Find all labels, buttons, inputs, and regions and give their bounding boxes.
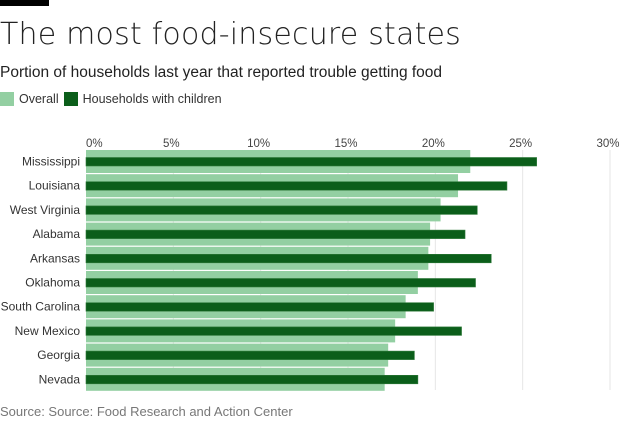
x-tick-label: 15% (334, 138, 357, 150)
bar-households-with-children (85, 205, 478, 215)
x-tick-label: 30% (596, 138, 619, 150)
bar-households-with-children (85, 254, 492, 264)
x-tick-label: 25% (509, 138, 532, 150)
source-note: Source: Source: Food Research and Action… (0, 404, 293, 419)
legend-swatch-children (63, 92, 78, 106)
category-label: Mississippi (22, 155, 80, 169)
legend-label-overall: Overall (19, 92, 59, 106)
category-label: Louisiana (29, 179, 81, 193)
legend: Overall Households with children (0, 92, 227, 106)
bar-households-with-children (85, 302, 434, 312)
bar-households-with-children (85, 157, 537, 167)
bar-households-with-children (85, 326, 462, 336)
x-tick-label: 5% (163, 138, 180, 150)
bar-households-with-children (85, 278, 476, 288)
category-label: Oklahoma (25, 276, 80, 290)
category-label: Nevada (39, 372, 81, 386)
legend-label-children: Households with children (82, 92, 222, 106)
bar-households-with-children (85, 374, 419, 385)
legend-item-overall: Overall (0, 92, 59, 106)
category-label: Georgia (37, 348, 80, 362)
x-tick-label: 0% (86, 138, 103, 150)
category-label: Arkansas (30, 251, 80, 265)
bar-households-with-children (85, 181, 508, 191)
bar-households-with-children (85, 350, 415, 360)
top-accent-bar (0, 0, 49, 6)
x-tick-label: 20% (422, 138, 445, 150)
category-label: New Mexico (15, 324, 81, 338)
x-tick-label: 10% (247, 138, 270, 150)
category-label: West Virginia (10, 203, 81, 217)
chart-subtitle: Portion of households last year that rep… (0, 64, 443, 81)
category-label: Alabama (33, 227, 81, 241)
category-label: South Carolina (1, 300, 81, 314)
chart-title: The most food-insecure states (0, 17, 462, 52)
legend-swatch-overall (0, 92, 14, 106)
legend-item-children: Households with children (63, 92, 222, 106)
bar-households-with-children (85, 229, 466, 239)
